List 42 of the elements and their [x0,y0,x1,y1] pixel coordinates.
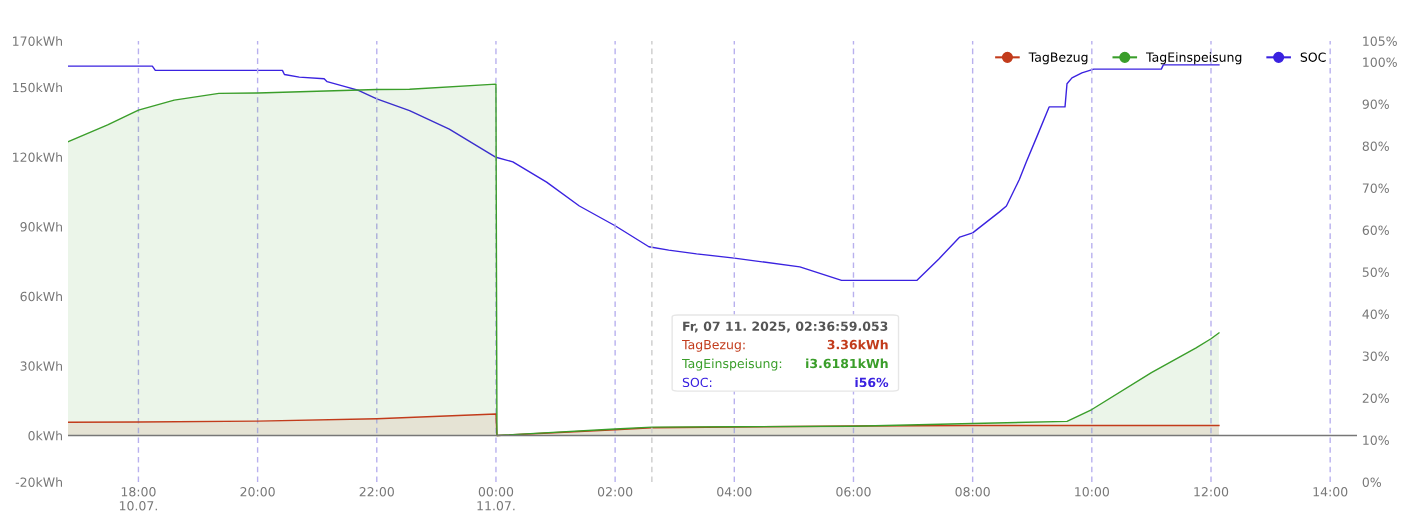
x-tick-label: 14:00 [1313,487,1348,497]
y2-tick-label: 70% [1362,183,1389,193]
x-tick-label: 00:00 11.07. [477,487,515,511]
x-tick-label: 10:00 [1075,487,1109,497]
y-tick-label: 60kWh [20,291,62,302]
annotation: TagBezug: [681,340,745,352]
x-tick-label: 18:00 10.07. [119,487,157,511]
x-tick-label: 08:00 [955,487,990,497]
y2-tick-label: 0% [1362,477,1381,487]
y2-tick-label: 20% [1362,393,1389,403]
y2-tick-label: 10% [1363,435,1389,445]
y2-tick-label: 90% [1362,99,1389,109]
legend-label: TagEinspeisung [1145,52,1242,65]
y2-tick-label: 80% [1362,141,1389,151]
legend-label: SOC [1300,52,1326,62]
x-tick-label: 02:00 [597,487,633,497]
y2-tick-label: 100% [1363,57,1397,67]
annotation: TagEinspeisung: [681,358,782,371]
y-tick-label: 0kWh [28,430,62,441]
y2-tick-label: 60% [1362,225,1389,235]
y2-tick-label: 40% [1362,309,1389,319]
line-series [67,64,1220,282]
x-tick-label: 06:00 [836,487,871,497]
y-tick-label: 90kWh [20,221,62,232]
annotation: i3.6181kWh [806,358,888,369]
y2-tick-label: 50% [1362,267,1389,277]
y2-tick-label: 105% [1363,36,1397,46]
y-tick-label: 30kWh [20,361,62,371]
y2-tick-label: 30% [1362,351,1389,361]
annotation: i56% [855,377,889,388]
annotation: SOC: [682,377,712,388]
annotation: Fr, 07 11. 2025, 02:36:59.053 [683,321,888,333]
annotation: 3.36kWh [827,339,888,350]
y-tick-label: 120kWh [13,152,62,162]
x-tick-label: 20:00 [240,487,275,497]
x-tick-label: 04:00 [717,487,752,497]
y-tick-label: 170kWh [13,36,62,46]
y-tick-label: 150kWh [13,82,62,93]
x-tick-label: 12:00 [1194,487,1229,497]
x-tick-label: 22:00 [359,487,394,497]
legend-label: TagBezug [1028,52,1088,65]
y-tick-label: -20kWh [15,477,62,487]
